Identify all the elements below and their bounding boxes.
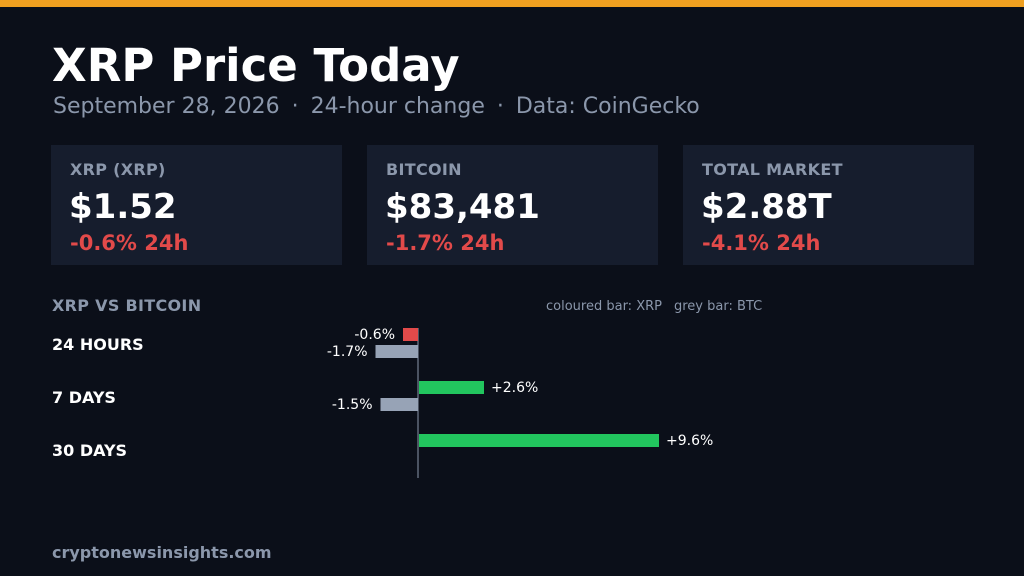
stat-card-change: -0.6% 24h	[70, 231, 189, 255]
stat-card-value: $1.52	[69, 187, 177, 227]
btc-data-label: -1.7%	[327, 344, 368, 360]
page-title: XRP Price Today	[52, 39, 460, 92]
chart-title: XRP VS BITCOIN	[52, 296, 202, 315]
stat-card-label: XRP (XRP)	[70, 160, 166, 179]
stat-card-value: $83,481	[385, 187, 540, 227]
chart-legend-note: coloured bar: XRP grey bar: BTC	[546, 298, 762, 316]
btc-bar	[375, 345, 418, 358]
xrp-data-label: +9.6%	[666, 433, 713, 449]
xrp-bar	[419, 381, 484, 394]
subtitle-date: September 28, 2026	[53, 94, 280, 119]
page-subtitle: September 28, 2026 · 24-hour change · Data: …	[53, 92, 700, 122]
stat-card-label: BITCOIN	[386, 160, 462, 179]
stat-card-change: -1.7% 24h	[386, 231, 505, 255]
stat-card-total-market: TOTAL MARKET $2.88T -4.1% 24h	[683, 145, 974, 265]
stat-card-xrp: XRP (XRP) $1.52 -0.6% 24h	[51, 145, 342, 265]
stat-card-change: -4.1% 24h	[702, 231, 821, 255]
xrp-bar	[419, 434, 659, 447]
subtitle-separator: ·	[496, 94, 504, 119]
accent-stripe	[0, 0, 1024, 7]
stat-card-label: TOTAL MARKET	[702, 160, 843, 179]
subtitle-data-source: Data: CoinGecko	[515, 94, 700, 119]
category-label: 30 DAYS	[52, 441, 127, 460]
xrp-data-label: +2.6%	[491, 380, 538, 396]
stat-card-value: $2.88T	[701, 187, 832, 227]
comparison-bar-chart: 24 HOURS -0.6%-1.7% 7 DAYS +2.6% -1.5% 30 DAY…	[52, 327, 713, 478]
legend-btc-note: grey bar: BTC	[673, 299, 763, 314]
xrp-data-label: -0.6%	[354, 327, 395, 343]
footer-site: cryptonewsinsights.com	[52, 543, 272, 562]
legend-xrp-note: coloured bar: XRP	[546, 299, 662, 314]
btc-data-label: -1.5%	[332, 397, 373, 413]
btc-bar	[380, 398, 418, 411]
subtitle-change-period: 24-hour change	[310, 94, 485, 119]
category-label: 24 HOURS	[52, 335, 144, 354]
stat-card-bitcoin: BITCOIN $83,481 -1.7% 24h	[367, 145, 658, 265]
xrp-bar	[403, 328, 418, 341]
subtitle-separator: ·	[291, 94, 299, 119]
category-label: 7 DAYS	[52, 388, 116, 407]
